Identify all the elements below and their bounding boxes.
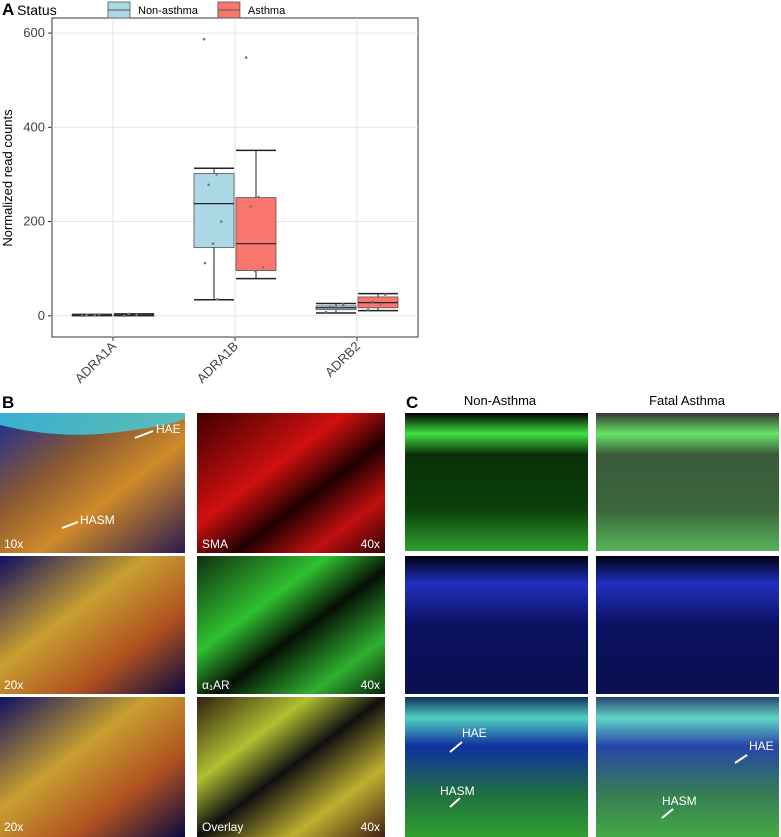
data-point	[97, 313, 101, 316]
data-point	[337, 307, 341, 311]
data-point	[122, 314, 126, 318]
magnification: 20x	[4, 820, 23, 834]
panel-c: Non-Asthma Fatal Asthma HAE HASM HAE HAS…	[405, 393, 779, 837]
data-point	[216, 298, 219, 301]
annotation: HASM	[80, 513, 115, 527]
data-point	[93, 314, 96, 317]
panel-b: HAE HASM 10x 20x 20x 40x 40x 40x SMA α₁A…	[0, 413, 385, 837]
data-point	[249, 205, 252, 208]
box	[235, 197, 277, 271]
arrow	[449, 797, 461, 808]
data-point	[366, 308, 370, 311]
x-tick-label: ADRA1A	[72, 338, 120, 386]
magnification: 20x	[4, 678, 23, 692]
micrograph	[197, 556, 385, 694]
micrograph	[197, 413, 385, 553]
arrow	[661, 808, 674, 819]
data-point	[211, 242, 215, 246]
column-title: Non-Asthma	[464, 393, 537, 408]
micrograph	[0, 413, 185, 553]
grid	[52, 18, 418, 337]
arrow	[61, 521, 79, 529]
stain: Overlay	[202, 820, 243, 834]
micrograph	[0, 556, 185, 694]
magnification: 10x	[4, 537, 23, 551]
data-point	[219, 220, 223, 223]
data-point	[371, 300, 374, 303]
data-point	[257, 195, 261, 199]
data-point	[329, 305, 332, 308]
y-tick-label: 0	[38, 308, 45, 323]
data-point	[215, 173, 218, 176]
panel-label: C	[406, 393, 418, 412]
micrograph	[0, 697, 185, 837]
y-tick-label: 200	[23, 214, 45, 229]
panel-label: B	[2, 393, 14, 412]
data-point	[383, 293, 387, 296]
legend-label: Asthma	[248, 5, 286, 17]
data-point	[253, 269, 257, 273]
arrow	[134, 430, 154, 439]
epithelium	[0, 413, 185, 435]
x-tick-label: ADRA1B	[194, 339, 241, 386]
annotation: HAE	[462, 726, 487, 740]
arrow	[734, 754, 748, 764]
data-point	[261, 265, 265, 269]
micrograph	[596, 413, 779, 551]
data-point	[341, 303, 345, 306]
box	[193, 173, 235, 248]
micrograph	[596, 697, 779, 837]
data-point	[135, 313, 138, 317]
annotation: HAE	[749, 739, 774, 753]
data-point	[379, 302, 383, 306]
annotation: HASM	[440, 784, 475, 798]
data-point	[207, 183, 210, 187]
panel-label: A	[2, 0, 14, 19]
micrograph	[596, 556, 779, 694]
column-title: Fatal Asthma	[649, 393, 726, 408]
annotation: HASM	[662, 794, 697, 808]
micrograph	[405, 413, 588, 551]
legend: Non-asthma Asthma	[107, 1, 286, 19]
stain: SMA	[202, 537, 228, 551]
y-tick-label: 400	[23, 119, 45, 134]
micrograph	[405, 697, 588, 837]
y-tick-label: 600	[23, 25, 45, 40]
magnification: 40x	[361, 537, 380, 551]
legend-title: Status	[17, 2, 57, 18]
data-point	[244, 56, 248, 59]
stain: α₁AR	[202, 678, 230, 692]
micrograph	[405, 556, 588, 694]
data-point	[203, 261, 207, 265]
micrograph	[197, 697, 385, 837]
legend-label: Non-asthma	[138, 5, 199, 17]
arrow	[449, 741, 463, 753]
magnification: 40x	[361, 678, 380, 692]
data-point	[85, 313, 88, 317]
x-tick-label: ADRB2	[322, 339, 363, 380]
data-point	[80, 314, 84, 318]
data-point	[202, 37, 206, 41]
data-point	[127, 312, 130, 316]
y-axis-label: Normalized read counts	[0, 109, 15, 247]
magnification: 40x	[361, 820, 380, 834]
annotation: HAE	[156, 422, 181, 436]
data-point	[324, 310, 328, 314]
